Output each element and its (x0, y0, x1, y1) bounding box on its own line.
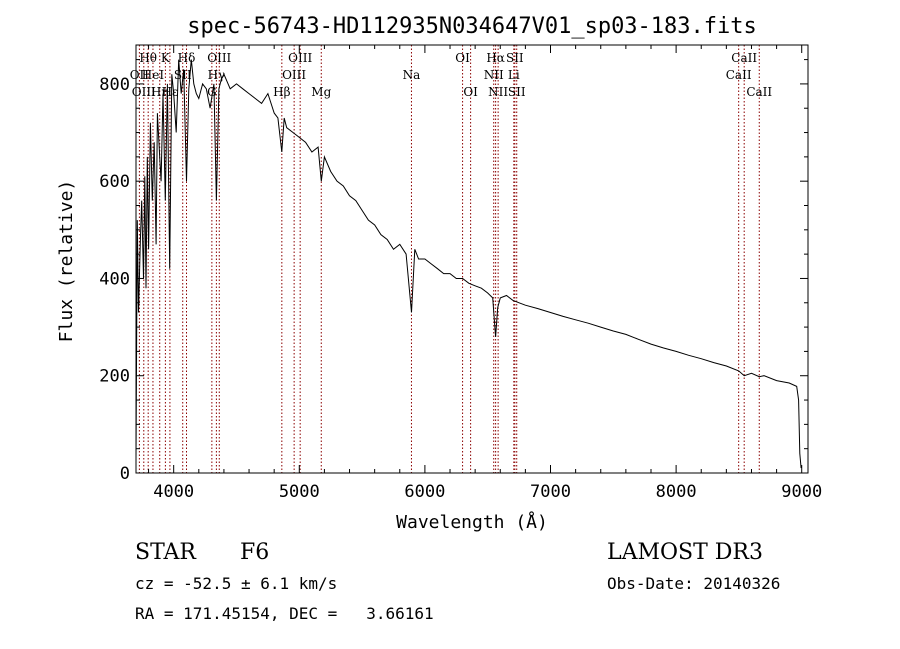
plot-frame (135, 44, 809, 474)
line-label: Li (508, 68, 520, 82)
line-labels: Hθ OII OIII HeI Hη K Hε Hδ SII OIII Hγ G Hβ OIII OIII M… (130, 51, 773, 99)
line-label: NII (484, 68, 504, 82)
line-label: Hβ (273, 85, 290, 99)
line-label: Mg (311, 85, 331, 99)
line-label: Hη (151, 85, 169, 99)
line-label: HeI (142, 68, 165, 82)
line-label: Hα (486, 51, 505, 65)
object-type: STAR (135, 540, 196, 565)
line-label: OIII (282, 68, 306, 82)
line-label: OI (455, 51, 470, 65)
line-label: Hε (162, 85, 179, 99)
y-tick-label: 0 (120, 464, 130, 484)
x-tick-label: 8000 (656, 482, 697, 502)
line-label: OIII (132, 85, 156, 99)
y-tick-label: 800 (99, 75, 130, 95)
y-tick-label: 400 (99, 269, 130, 289)
line-label: CaII (726, 68, 752, 82)
line-label: OIII (207, 51, 231, 65)
line-label: Na (403, 68, 421, 82)
chart-title: spec-56743-HD112935N034647V01_sp03-183.f… (187, 14, 757, 39)
observation-date: Obs-Date: 20140326 (607, 574, 781, 593)
x-tick-label: 9000 (781, 482, 822, 502)
line-markers (138, 45, 760, 473)
survey-name: LAMOST DR3 (607, 540, 763, 565)
line-label: CaII (746, 85, 772, 99)
y-axis: 0 200 400 600 800 (99, 59, 808, 484)
x-tick-label: 5000 (279, 482, 320, 502)
line-label: OIII (288, 51, 312, 65)
line-label: SII (508, 85, 526, 99)
line-label: K (161, 51, 171, 65)
line-label: NII (488, 85, 508, 99)
y-axis-label: Flux (relative) (56, 180, 77, 343)
x-axis-label: Wavelength (Å) (396, 511, 548, 533)
line-label: CaII (731, 51, 757, 65)
redshift-info: cz = -52.5 ± 6.1 km/s (135, 574, 338, 593)
x-tick-label: 4000 (153, 482, 194, 502)
spectral-subclass: F6 (240, 540, 270, 565)
x-tick-label: 7000 (530, 482, 571, 502)
x-tick-label: 6000 (404, 482, 445, 502)
coordinates-info: RA = 171.45154, DEC = 3.66161 (135, 604, 434, 623)
y-tick-label: 600 (99, 172, 130, 192)
line-label: Hγ (208, 68, 226, 82)
line-label: G (207, 85, 217, 99)
x-axis: 4000 5000 6000 7000 8000 9000 (148, 45, 822, 502)
line-label: Hδ (178, 51, 196, 65)
line-label: Hθ (139, 51, 157, 65)
y-tick-label: 200 (99, 367, 130, 387)
line-label: OII (130, 68, 150, 82)
spectrum-line (135, 59, 802, 469)
line-label: OI (463, 85, 478, 99)
line-label: SII (506, 51, 524, 65)
